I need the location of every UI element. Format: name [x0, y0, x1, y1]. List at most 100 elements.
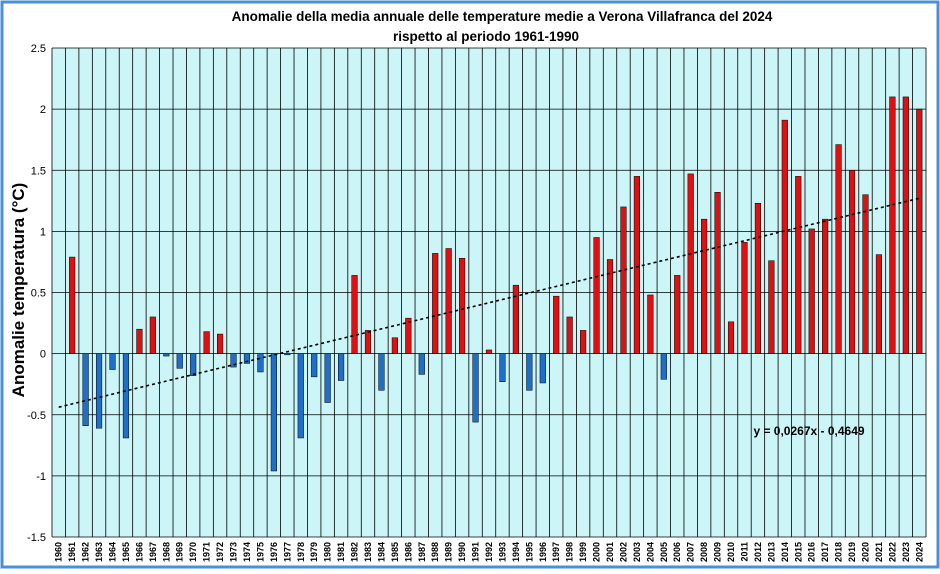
bar-1996	[539, 353, 546, 384]
x-tick-label: 2008	[699, 542, 709, 562]
x-tick-label: 2016	[807, 542, 817, 562]
x-tick-label: 2014	[780, 542, 790, 562]
bar-1979	[311, 353, 318, 378]
x-tick-label: 1990	[457, 542, 467, 562]
bar-1970	[190, 353, 197, 376]
bar-1961	[69, 256, 76, 354]
x-tick-label: 2021	[874, 542, 884, 562]
x-tick-label: 2024	[914, 542, 924, 562]
bar-2011	[741, 242, 748, 354]
chart-subtitle: rispetto al periodo 1961-1990	[393, 29, 579, 44]
x-tick-label: 1992	[484, 542, 494, 562]
x-tick-label: 1972	[215, 542, 225, 562]
y-tick-label: 2	[40, 104, 46, 116]
bar-1989	[445, 248, 452, 354]
x-tick-label: 2002	[618, 542, 628, 562]
x-tick-label: 1976	[269, 542, 279, 562]
plot-area: 2.5 2 1.5 1 0.5 0 -0.5 -1 -1.5 1960 1961 1962 1963 19…	[27, 43, 927, 562]
x-tick-label: 2003	[632, 542, 642, 562]
bar-1987	[418, 353, 425, 375]
bar-1980	[324, 353, 331, 403]
bar-2000	[593, 237, 600, 354]
x-tick-label: 1980	[323, 542, 333, 562]
x-tick-label: 2010	[726, 542, 736, 562]
x-tick-label: 1986	[403, 542, 413, 562]
bar-2007	[687, 173, 694, 354]
x-tick-label: 1989	[444, 542, 454, 562]
y-tick-label: -0.5	[27, 410, 46, 422]
x-tick-label: 1994	[511, 542, 521, 562]
x-tick-label: 1998	[565, 542, 575, 562]
y-tick-label: 0.5	[31, 288, 46, 300]
bar-1968	[163, 353, 170, 357]
x-tick-label: 1964	[108, 542, 118, 562]
bar-1965	[122, 353, 130, 439]
x-tick-label: 1965	[121, 542, 131, 562]
x-tick-label: 1978	[296, 542, 306, 562]
bar-2019	[848, 170, 856, 354]
x-tick-label: 1995	[524, 542, 534, 562]
x-tick-label: 2004	[645, 542, 655, 562]
bar-2013	[768, 260, 775, 354]
y-axis-label: Anomalie temperatura (°C)	[9, 183, 28, 398]
x-tick-label: 2006	[672, 542, 682, 562]
bar-1962	[82, 353, 89, 427]
bar-1967	[149, 316, 156, 354]
bar-2002	[620, 206, 627, 354]
bar-2015	[795, 176, 802, 354]
x-tick-label: 1993	[497, 542, 507, 562]
x-tick-label: 1961	[67, 542, 77, 562]
bar-2012	[754, 203, 761, 354]
bar-1982	[351, 275, 358, 354]
x-tick-label: 1966	[134, 542, 144, 562]
x-tick-label: 2023	[901, 542, 911, 562]
x-tick-label: 2022	[887, 542, 897, 562]
bar-1972	[217, 333, 224, 354]
y-tick-label: -1.5	[27, 532, 46, 544]
x-tick-label: 2000	[592, 542, 602, 562]
y-tick-label: -1	[36, 471, 46, 483]
x-tick-label: 2009	[713, 542, 723, 562]
y-tick-label: 2.5	[31, 43, 46, 55]
x-tick-label: 1973	[229, 542, 239, 562]
bar-1997	[553, 295, 560, 354]
x-tick-label: 1985	[390, 542, 400, 562]
x-tick-label: 1969	[175, 542, 185, 562]
x-tick-label: 1974	[242, 542, 252, 562]
bar-1969	[176, 353, 183, 369]
bar-2010	[727, 321, 735, 354]
x-tick-label: 1962	[81, 542, 91, 562]
bar-2014	[781, 119, 788, 354]
x-tick-label: 1970	[188, 542, 198, 562]
bar-1983	[364, 330, 372, 354]
bar-1964	[109, 353, 116, 370]
y-tick-label: 1.5	[31, 165, 46, 177]
bar-2024	[916, 108, 923, 354]
bar-1975	[257, 353, 264, 373]
x-tick-label: 2011	[739, 542, 749, 562]
x-tick-label: 1983	[363, 542, 373, 562]
bar-1999	[580, 330, 587, 354]
bar-2008	[701, 218, 708, 354]
x-tick-label: 2005	[659, 542, 669, 562]
bar-1994	[512, 284, 519, 354]
x-tick-label: 2020	[860, 542, 870, 562]
bar-2005	[660, 353, 667, 380]
x-tick-label: 1967	[148, 542, 158, 562]
x-tick-label: 2017	[820, 542, 830, 562]
x-tick-label: 1982	[350, 542, 360, 562]
x-tick-label: 2007	[686, 542, 696, 562]
bar-2021	[875, 254, 883, 354]
x-tick-label: 1968	[161, 542, 171, 562]
bar-1995	[526, 353, 533, 391]
x-tick-label: 1984	[376, 542, 386, 562]
x-tick-label: 1963	[94, 542, 104, 562]
x-tick-label: 1996	[538, 542, 548, 562]
bar-1974	[243, 353, 251, 364]
x-tick-label: 1971	[202, 542, 212, 562]
bar-2006	[674, 275, 681, 354]
x-tick-label: 1997	[551, 542, 561, 562]
